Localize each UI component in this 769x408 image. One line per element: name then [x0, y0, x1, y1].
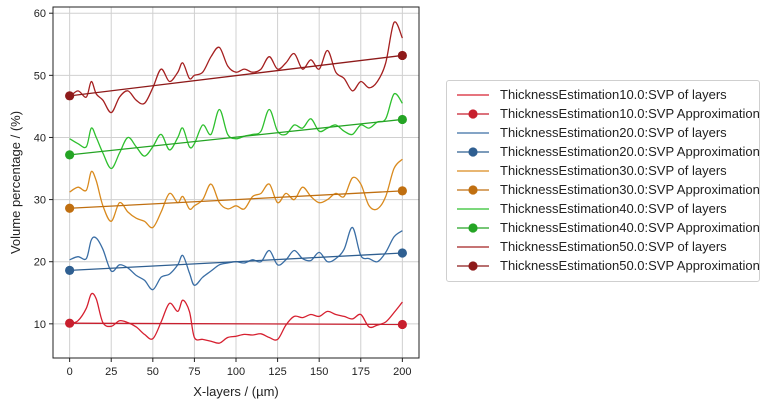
legend-item: ThicknessEstimation10.0:SVP Approximatio… [455, 104, 760, 123]
svp-line [69, 292, 403, 344]
data-point-marker [65, 150, 75, 160]
x-tick-label: 150 [310, 366, 328, 378]
legend-item: ThicknessEstimation30.0:SVP of layers [455, 161, 751, 180]
legend-swatch [457, 169, 489, 172]
approximation-line [69, 322, 403, 326]
legend-label: ThicknessEstimation50.0:SVP of layers [500, 239, 727, 254]
data-point-marker [397, 114, 407, 125]
legend-item: ThicknessEstimation50.0:SVP of layers [455, 237, 751, 256]
data-point-marker [397, 248, 407, 258]
x-axis-label: X-layers / (µm) [193, 384, 279, 399]
series-5 [69, 158, 403, 229]
legend-label: ThicknessEstimation20.0:SVP Approximatio… [500, 144, 760, 159]
x-tick-label: 0 [67, 366, 73, 378]
legend-label: ThicknessEstimation10.0:SVP of layers [500, 87, 727, 102]
legend: ThicknessEstimation10.0:SVP of layers Thi… [446, 80, 760, 282]
approximation-line [69, 252, 403, 272]
y-tick-label: 30 [34, 195, 46, 207]
legend-item: ThicknessEstimation30.0:SVP Approximatio… [455, 180, 760, 199]
y-axis-label: Volume percentage / (%) [8, 111, 23, 254]
series-4 [65, 248, 407, 276]
y-tick-label: 50 [34, 70, 46, 82]
series-1 [69, 292, 403, 344]
legend-item: ThicknessEstimation40.0:SVP Approximatio… [455, 218, 760, 237]
legend-label: ThicknessEstimation20.0:SVP of layers [500, 125, 727, 140]
legend-swatch-marker [468, 222, 478, 233]
series-8 [65, 114, 407, 160]
data-point-marker [65, 318, 75, 328]
legend-swatch-marker [468, 260, 478, 271]
y-tick-label: 40 [34, 132, 46, 144]
legend-label: ThicknessEstimation40.0:SVP Approximatio… [500, 220, 760, 235]
svp-line [69, 158, 403, 229]
data-point-marker [397, 50, 407, 61]
series-2 [65, 318, 407, 330]
legend-swatch-marker [468, 108, 478, 119]
legend-swatch [457, 146, 489, 157]
series-10 [65, 50, 407, 101]
svp-line [69, 92, 403, 170]
legend-swatch-marker [468, 184, 478, 195]
y-tick-label: 60 [34, 8, 46, 20]
x-tick-label: 25 [105, 366, 117, 378]
approximation-line [69, 118, 403, 156]
x-tick-label: 50 [147, 366, 159, 378]
y-tick-label: 10 [34, 319, 46, 331]
data-point-marker [65, 265, 75, 276]
legend-label: ThicknessEstimation30.0:SVP Approximatio… [500, 182, 760, 197]
legend-swatch [457, 131, 489, 134]
x-tick-label: 125 [268, 366, 286, 378]
approximation-line [69, 190, 403, 209]
data-point-marker [65, 91, 75, 101]
legend-item: ThicknessEstimation20.0:SVP of layers [455, 123, 751, 142]
legend-swatch [457, 108, 489, 119]
approximation-line [69, 54, 403, 97]
axis-ticks: 0 25 50 75 100 125 150 175 200 10 20 30 40 50 60 [34, 8, 412, 378]
series-layer [65, 21, 407, 344]
legend-label: ThicknessEstimation10.0:SVP Approximatio… [500, 106, 760, 121]
legend-swatch [457, 207, 489, 210]
legend-swatch [457, 222, 489, 233]
x-tick-label: 100 [227, 366, 245, 378]
x-tick-label: 200 [393, 366, 411, 378]
legend-item: ThicknessEstimation50.0:SVP Approximatio… [455, 256, 760, 275]
series-9 [69, 21, 403, 114]
y-tick-label: 20 [34, 257, 46, 269]
svp-line [69, 21, 403, 114]
legend-item: ThicknessEstimation20.0:SVP Approximatio… [455, 142, 760, 161]
legend-swatch [457, 245, 489, 248]
legend-swatch-marker [468, 146, 478, 157]
series-3 [69, 226, 403, 291]
x-tick-label: 175 [352, 366, 370, 378]
data-point-marker [65, 203, 75, 213]
legend-item: ThicknessEstimation10.0:SVP of layers [455, 85, 751, 104]
legend-label: ThicknessEstimation30.0:SVP of layers [500, 163, 727, 178]
x-tick-label: 75 [188, 366, 200, 378]
data-point-marker [397, 186, 407, 196]
legend-label: ThicknessEstimation50.0:SVP Approximatio… [500, 258, 760, 273]
series-7 [69, 92, 403, 170]
legend-swatch [457, 184, 489, 195]
svp-line [69, 226, 403, 291]
legend-swatch [457, 260, 489, 271]
legend-swatch [457, 93, 489, 96]
legend-item: ThicknessEstimation40.0:SVP of layers [455, 199, 751, 218]
legend-label: ThicknessEstimation40.0:SVP of layers [500, 201, 727, 216]
series-6 [65, 186, 407, 213]
data-point-marker [397, 319, 407, 330]
